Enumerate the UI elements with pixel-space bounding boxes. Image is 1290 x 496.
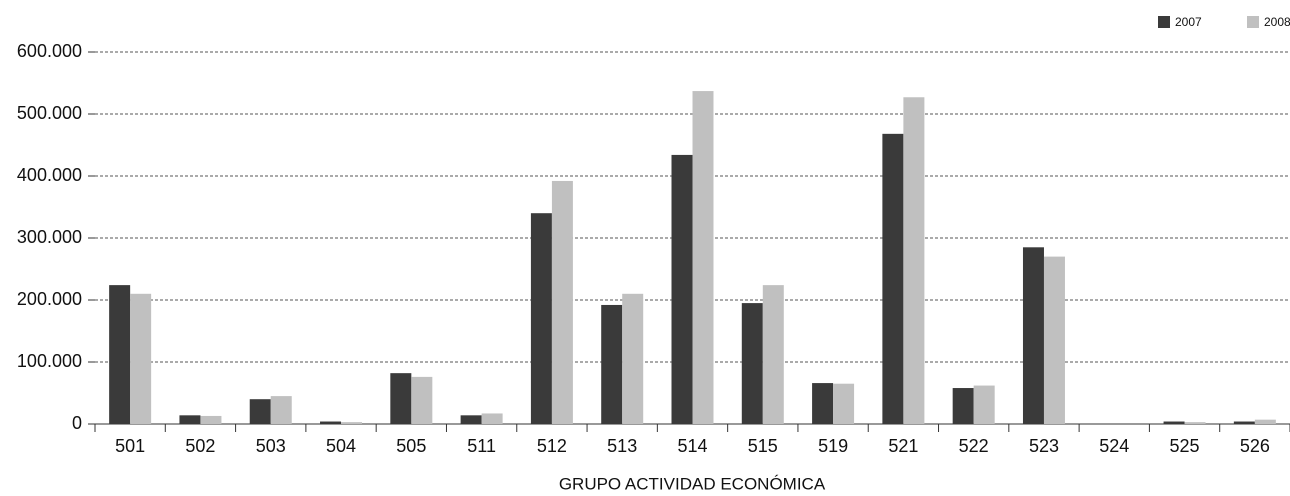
y-tick-label: 200.000 xyxy=(17,289,82,309)
bar xyxy=(601,304,623,424)
bar xyxy=(481,413,503,424)
x-tick-label: 526 xyxy=(1240,436,1270,456)
bar xyxy=(1254,419,1276,424)
bar xyxy=(109,285,131,424)
legend-swatch xyxy=(1158,16,1170,28)
x-tick-label: 511 xyxy=(467,436,496,456)
y-tick-label: 100.000 xyxy=(17,351,82,371)
x-axis-title: GRUPO ACTIVIDAD ECONÓMICA xyxy=(559,474,826,493)
x-tick-label: 513 xyxy=(607,436,637,456)
y-tick-label: 600.000 xyxy=(17,41,82,61)
bar xyxy=(903,97,925,424)
bar xyxy=(1163,421,1185,424)
bar xyxy=(249,399,271,424)
x-tick-label: 502 xyxy=(185,436,215,456)
x-tick-label: 514 xyxy=(677,436,707,456)
bar xyxy=(179,415,201,424)
bar xyxy=(530,213,552,424)
bar xyxy=(341,422,363,424)
x-tick-label: 523 xyxy=(1029,436,1059,456)
bar xyxy=(882,133,904,424)
bar xyxy=(692,91,714,424)
bar xyxy=(1022,247,1044,424)
bar xyxy=(200,415,222,424)
bar xyxy=(973,385,995,424)
bar xyxy=(1184,422,1206,424)
x-tick-label: 524 xyxy=(1099,436,1129,456)
x-tick-label: 522 xyxy=(959,436,989,456)
bar xyxy=(812,383,834,424)
y-tick-label: 500.000 xyxy=(17,103,82,123)
y-tick-label: 400.000 xyxy=(17,165,82,185)
bar xyxy=(762,285,784,424)
x-tick-label: 504 xyxy=(326,436,356,456)
x-tick-label: 505 xyxy=(396,436,426,456)
x-tick-label: 501 xyxy=(115,436,145,456)
legend-swatch xyxy=(1247,16,1259,28)
bar xyxy=(130,293,152,424)
legend-label: 2007 xyxy=(1175,15,1202,29)
bar xyxy=(411,376,433,424)
bar xyxy=(1043,256,1065,424)
bar xyxy=(833,383,855,424)
bar xyxy=(460,415,482,424)
y-tick-label: 0 xyxy=(72,413,82,433)
y-tick-label: 300.000 xyxy=(17,227,82,247)
bar xyxy=(952,388,974,424)
bar xyxy=(270,396,292,424)
x-tick-label: 525 xyxy=(1170,436,1200,456)
x-tick-label: 521 xyxy=(888,436,918,456)
bar xyxy=(671,154,693,425)
x-tick-label: 512 xyxy=(537,436,567,456)
bar xyxy=(741,303,763,424)
bar xyxy=(551,180,573,424)
bar xyxy=(390,373,412,424)
bar xyxy=(1233,421,1255,424)
bar xyxy=(622,293,644,424)
bar xyxy=(320,421,342,424)
legend-label: 2008 xyxy=(1264,15,1290,29)
x-tick-label: 515 xyxy=(748,436,778,456)
x-tick-label: 503 xyxy=(256,436,286,456)
x-tick-label: 519 xyxy=(818,436,848,456)
